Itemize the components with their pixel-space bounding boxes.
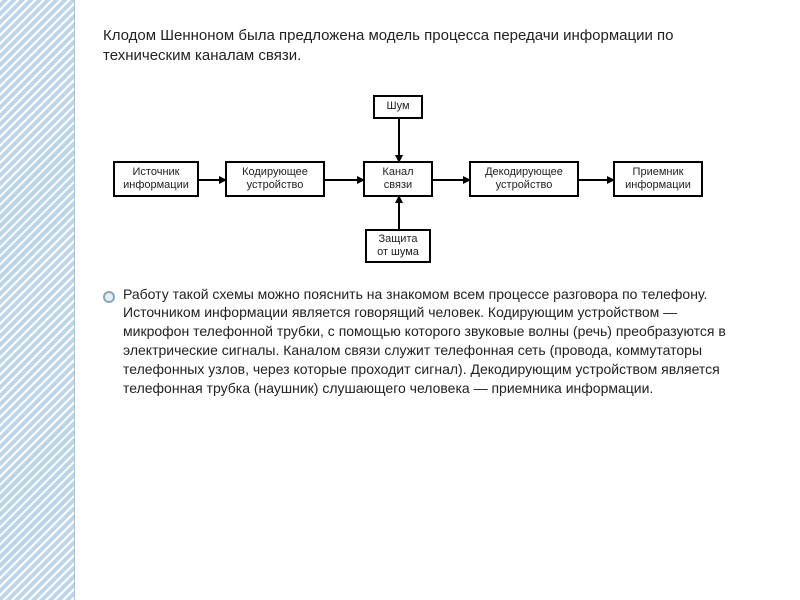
bullet-icon bbox=[103, 291, 115, 303]
intro-paragraph: Клодом Шенноном была предложена модель п… bbox=[103, 26, 723, 67]
node-noise-protection: Защитаот шума bbox=[365, 229, 431, 263]
body-block: Работу такой схемы можно пояснить на зна… bbox=[103, 285, 743, 398]
decorative-side-strip bbox=[0, 0, 75, 600]
edge-protect-channel bbox=[398, 197, 400, 229]
shannon-flowchart: Источникинформации Кодирующееустройство … bbox=[113, 81, 753, 271]
node-encoder: Кодирующееустройство bbox=[225, 161, 325, 197]
slide-content: Клодом Шенноном была предложена модель п… bbox=[75, 0, 800, 600]
body-paragraph: Работу такой схемы можно пояснить на зна… bbox=[123, 285, 743, 398]
node-channel: Каналсвязи bbox=[363, 161, 433, 197]
node-source: Источникинформации bbox=[113, 161, 199, 197]
edge-channel-decoder bbox=[433, 179, 469, 181]
node-decoder: Декодирующееустройство bbox=[469, 161, 579, 197]
node-receiver: Приемникинформации bbox=[613, 161, 703, 197]
node-noise: Шум bbox=[373, 95, 423, 119]
edge-source-encoder bbox=[199, 179, 225, 181]
slide-page: Клодом Шенноном была предложена модель п… bbox=[0, 0, 800, 600]
edge-decoder-receiver bbox=[579, 179, 613, 181]
edge-encoder-channel bbox=[325, 179, 363, 181]
edge-noise-channel bbox=[398, 119, 400, 161]
